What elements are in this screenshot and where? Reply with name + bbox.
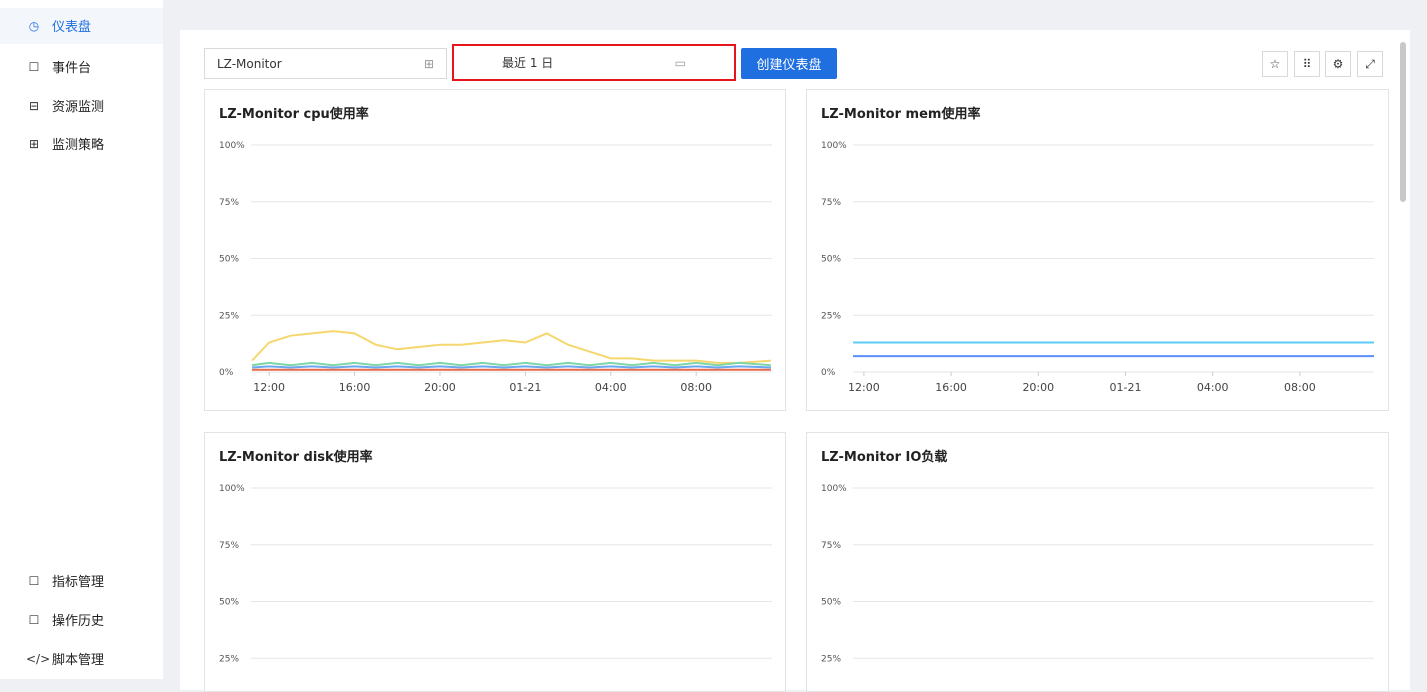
y-tick-label: 75%: [821, 541, 841, 551]
menu-label: 监测策略: [52, 138, 105, 153]
y-tick-label: 50%: [219, 598, 239, 608]
x-tick-label: 12:00: [848, 381, 880, 394]
y-tick-label: 100%: [821, 141, 847, 151]
scrollbar: [1400, 42, 1406, 202]
favorite-button[interactable]: ☆: [1262, 51, 1288, 77]
x-tick-label: 20:00: [1022, 381, 1054, 394]
x-tick-label: 16:00: [935, 381, 967, 394]
chart-title: LZ-Monitor IO负载: [821, 449, 947, 465]
x-tick-label: 12:00: [253, 381, 285, 394]
y-tick-label: 25%: [219, 311, 239, 321]
chart-panel: LZ-Monitor disk使用率 25% 50% 75% 100%: [204, 432, 786, 692]
fullscreen-button[interactable]: ⤢: [1357, 51, 1383, 77]
menu-label: 脚本管理: [52, 653, 105, 668]
chart: LZ-Monitor IO负载 25% 50% 75% 100%: [821, 449, 1374, 664]
y-tick-label: 75%: [821, 198, 841, 208]
menu-item[interactable]: ☐ 事件台: [26, 57, 92, 77]
settings-button[interactable]: ⚙: [1325, 51, 1351, 77]
chart-panel: LZ-Monitor mem使用率 0% 25% 50% 75% 100% 12:00 16:…: [806, 89, 1389, 411]
y-tick-label: 50%: [219, 255, 239, 265]
menu-label: 仪表盘: [52, 20, 92, 35]
sidebar: ◷ 仪表盘 ☐ 事件台 ⊟ 资源监测 ⊞ 监测策略 ☐ 指标管理 ☐ 操作历史 </> 脚本管…: [0, 0, 163, 679]
chart: LZ-Monitor disk使用率 25% 50% 75% 100%: [219, 449, 772, 664]
chart-title: LZ-Monitor disk使用率: [219, 449, 373, 465]
series-line: [251, 330, 772, 364]
menu-item[interactable]: ⊞ 监测策略: [26, 134, 105, 154]
select-value: LZ-Monitor: [217, 56, 282, 71]
y-tick-label: 25%: [821, 654, 841, 664]
x-tick-label: 08:00: [680, 381, 712, 394]
y-tick-label: 50%: [821, 598, 841, 608]
menu-label: 资源监测: [52, 100, 105, 115]
chart-panel: LZ-Monitor cpu使用率 0% 25% 50% 75% 100% 12:00 16:…: [204, 89, 786, 411]
x-tick-label: 04:00: [595, 381, 627, 394]
x-tick-label: 04:00: [1197, 381, 1229, 394]
x-tick-label: 16:00: [339, 381, 371, 394]
y-tick-label: 25%: [821, 311, 841, 321]
y-tick-label: 100%: [219, 484, 245, 494]
chart-title: LZ-Monitor mem使用率: [821, 106, 980, 122]
active-bg: [0, 8, 163, 44]
chart: LZ-Monitor mem使用率 0% 25% 50% 75% 100% 12:00 16:…: [821, 106, 1374, 394]
y-tick-label: 100%: [219, 141, 245, 151]
chart-panel: LZ-Monitor IO负载 25% 50% 75% 100%: [806, 432, 1389, 692]
x-tick-label: 20:00: [424, 381, 456, 394]
chart-title: LZ-Monitor cpu使用率: [219, 106, 369, 122]
menu-item[interactable]: ⊟ 资源监测: [26, 96, 105, 116]
y-tick-label: 50%: [821, 255, 841, 265]
y-tick-label: 75%: [219, 198, 239, 208]
button-label: 创建仪表盘: [756, 58, 822, 73]
chart: LZ-Monitor cpu使用率 0% 25% 50% 75% 100% 12:00 16:…: [219, 106, 772, 394]
menu-item[interactable]: </> 脚本管理: [26, 649, 105, 669]
series-line: [252, 365, 771, 369]
menu-label: 事件台: [52, 61, 92, 76]
dashboard-select[interactable]: LZ-Monitor ⊞: [204, 48, 447, 79]
y-tick-label: 0%: [219, 368, 234, 378]
x-tick-label: 01-21: [1110, 381, 1142, 394]
create-button[interactable]: 创建仪表盘: [741, 48, 837, 79]
menu-item[interactable]: ◷ 仪表盘: [26, 16, 92, 36]
layout-button[interactable]: ⠿: [1294, 51, 1320, 77]
x-tick-label: 01-21: [509, 381, 541, 394]
series-line: [251, 361, 772, 367]
time-range-picker[interactable]: 最近 1 日 ▭: [452, 44, 736, 81]
y-tick-label: 25%: [219, 654, 239, 664]
y-tick-label: 0%: [821, 368, 836, 378]
menu-label: 操作历史: [52, 614, 105, 629]
menu-item[interactable]: ☐ 指标管理: [26, 571, 105, 591]
y-tick-label: 100%: [821, 484, 847, 494]
x-tick-label: 08:00: [1284, 381, 1316, 394]
y-tick-label: 75%: [219, 541, 239, 551]
menu-label: 指标管理: [52, 575, 105, 590]
menu-item[interactable]: ☐ 操作历史: [26, 610, 105, 630]
picker-value: 最近 1 日: [502, 56, 554, 70]
